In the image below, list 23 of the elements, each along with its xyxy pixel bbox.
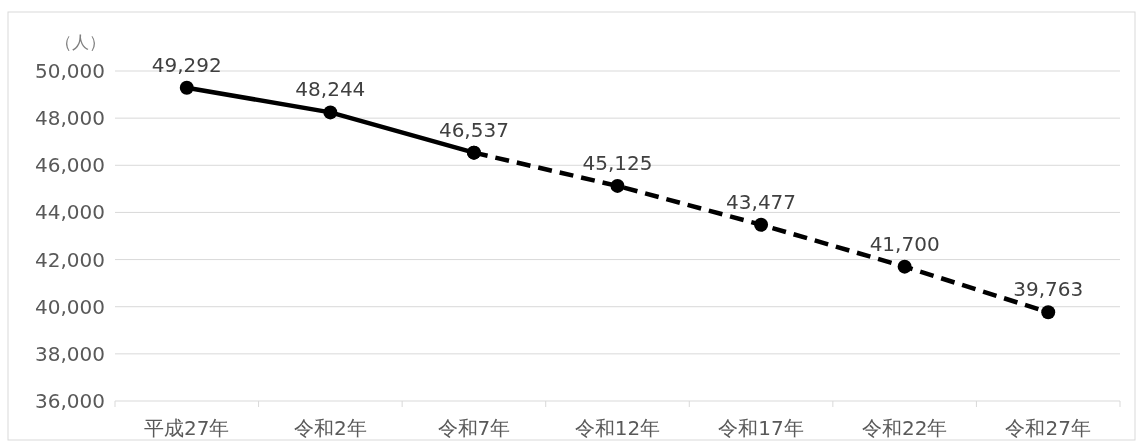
x-tick-label: 令和2年 bbox=[293, 416, 367, 440]
y-tick-label: 36,000 bbox=[35, 389, 105, 413]
y-tick-label: 40,000 bbox=[35, 294, 105, 319]
y-tick-label: 46,000 bbox=[35, 153, 105, 178]
x-tick-label: 平成27年 bbox=[144, 416, 230, 440]
y-tick-label: 44,000 bbox=[35, 200, 105, 225]
x-tick-label: 令和12年 bbox=[574, 416, 661, 440]
data-label: 48,244 bbox=[295, 77, 366, 102]
data-label: 49,292 bbox=[151, 52, 222, 77]
y-tick-label: 42,000 bbox=[35, 247, 105, 272]
y-tick-label: 48,000 bbox=[35, 106, 105, 131]
data-label: 39,763 bbox=[1013, 277, 1084, 302]
x-tick-label: 令和7年 bbox=[437, 416, 511, 440]
y-tick-label: 50,000 bbox=[35, 59, 105, 83]
x-tick-label: 令和27年 bbox=[1005, 416, 1091, 440]
data-label: 41,700 bbox=[869, 231, 940, 256]
x-tick-label: 令和17年 bbox=[718, 416, 804, 440]
y-axis-title: （人） bbox=[54, 32, 106, 52]
data-label: 45,125 bbox=[582, 150, 653, 175]
data-label: 43,477 bbox=[726, 189, 797, 214]
y-tick-label: 38,000 bbox=[35, 341, 105, 366]
data-label: 46,537 bbox=[438, 117, 509, 142]
x-tick-label: 令和22年 bbox=[861, 416, 948, 440]
